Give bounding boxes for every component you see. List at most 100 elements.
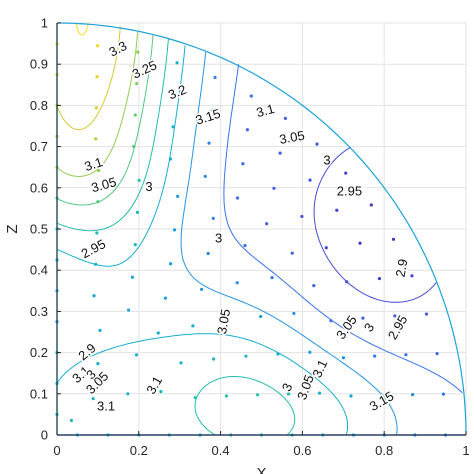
sample-point <box>300 214 304 219</box>
contour-line <box>180 52 398 436</box>
sample-point <box>135 210 140 214</box>
sample-point <box>191 324 195 328</box>
contour-label: 2.9 <box>393 258 411 278</box>
sample-point <box>207 141 211 145</box>
sample-point <box>96 44 100 48</box>
y-tick-label: 0.1 <box>30 386 48 401</box>
sample-point <box>441 392 446 396</box>
sample-point <box>272 186 276 190</box>
sample-point <box>69 418 74 423</box>
sample-point <box>224 394 229 398</box>
sample-point <box>244 354 248 358</box>
sample-point <box>130 275 135 279</box>
x-tick-label: 0.6 <box>293 443 311 458</box>
sample-point <box>134 353 139 357</box>
sample-point <box>225 318 229 323</box>
sample-point <box>168 157 173 161</box>
y-tick-label: 0.2 <box>30 345 48 360</box>
sample-point <box>173 93 177 97</box>
sample-point <box>95 75 99 79</box>
contour-label: 3 <box>361 320 377 335</box>
sample-point <box>179 361 183 365</box>
sample-point <box>159 390 163 394</box>
sample-point <box>276 352 280 356</box>
sample-point <box>235 281 239 285</box>
sample-point <box>270 275 274 280</box>
sample-point <box>317 391 322 395</box>
sample-point <box>324 246 328 250</box>
contour-label: 3.1 <box>83 154 105 174</box>
sample-point <box>94 106 99 110</box>
contour-line <box>56 26 121 131</box>
x-axis-label: X <box>256 465 266 474</box>
sample-point <box>92 294 96 298</box>
sample-point <box>290 251 294 255</box>
sample-point <box>380 393 384 397</box>
contour-label: 3.1 <box>97 398 115 413</box>
sample-point <box>315 142 319 146</box>
contour-label: 3.2 <box>166 82 188 103</box>
sample-point <box>193 396 197 400</box>
sample-point <box>349 394 353 398</box>
sample-point <box>135 81 139 86</box>
contour-label: 3.05 <box>90 174 118 195</box>
y-tick-label: 0.8 <box>30 98 48 113</box>
sample-point <box>345 280 349 284</box>
sample-point <box>200 287 204 291</box>
sample-point <box>171 125 175 129</box>
contour-label: 2.9 <box>75 340 98 363</box>
y-axis-label: Z <box>4 224 21 233</box>
contour-label: 3.3 <box>106 38 129 60</box>
sample-point <box>341 356 346 360</box>
contour-label: 2.95 <box>79 236 108 261</box>
contour-line <box>56 37 296 436</box>
sample-point <box>126 392 130 396</box>
sample-point <box>255 393 260 397</box>
contour-label: 3.05 <box>333 313 360 342</box>
sample-point <box>369 203 373 207</box>
x-tick-label: 0.2 <box>130 443 148 458</box>
sample-point <box>391 237 396 241</box>
contour-line <box>75 22 89 36</box>
sample-point <box>241 162 245 166</box>
sample-point <box>335 208 339 212</box>
sample-point <box>410 274 414 278</box>
sample-point <box>435 352 439 356</box>
sample-point <box>411 393 415 397</box>
sample-point <box>308 178 312 182</box>
sample-point <box>175 61 179 65</box>
sample-point <box>96 168 101 173</box>
sample-point <box>329 319 333 323</box>
y-tick-label: 0 <box>41 428 48 443</box>
sample-point <box>132 144 136 149</box>
sample-point <box>156 331 160 335</box>
contour-label: 2.95 <box>385 313 411 342</box>
contour-label: 3 <box>323 152 330 167</box>
contour-line <box>313 146 437 303</box>
contour-label: 3.15 <box>194 106 223 128</box>
contour-line <box>56 30 139 177</box>
sample-point <box>245 128 250 132</box>
contour-line <box>223 64 463 394</box>
contour-label: 3 <box>145 179 152 194</box>
sample-point <box>235 196 240 200</box>
sample-point <box>126 308 131 312</box>
sample-point <box>94 137 98 141</box>
sample-point <box>203 174 207 178</box>
y-tick-label: 0.6 <box>30 180 48 195</box>
sample-point <box>292 311 296 316</box>
contour-label: 3.05 <box>214 308 233 336</box>
contour-label: 3 <box>215 231 222 246</box>
sample-point <box>137 178 141 182</box>
sample-point <box>98 328 102 332</box>
y-tick-label: 0.3 <box>30 304 48 319</box>
sample-point <box>373 354 377 358</box>
sample-point <box>283 116 287 120</box>
y-tick-label: 0.5 <box>30 222 48 237</box>
contour-label: 3.1 <box>143 373 165 396</box>
sample-point <box>308 350 312 354</box>
sample-point <box>212 357 216 361</box>
sample-point <box>96 200 100 204</box>
sample-point <box>133 243 137 247</box>
sample-point <box>259 314 263 319</box>
